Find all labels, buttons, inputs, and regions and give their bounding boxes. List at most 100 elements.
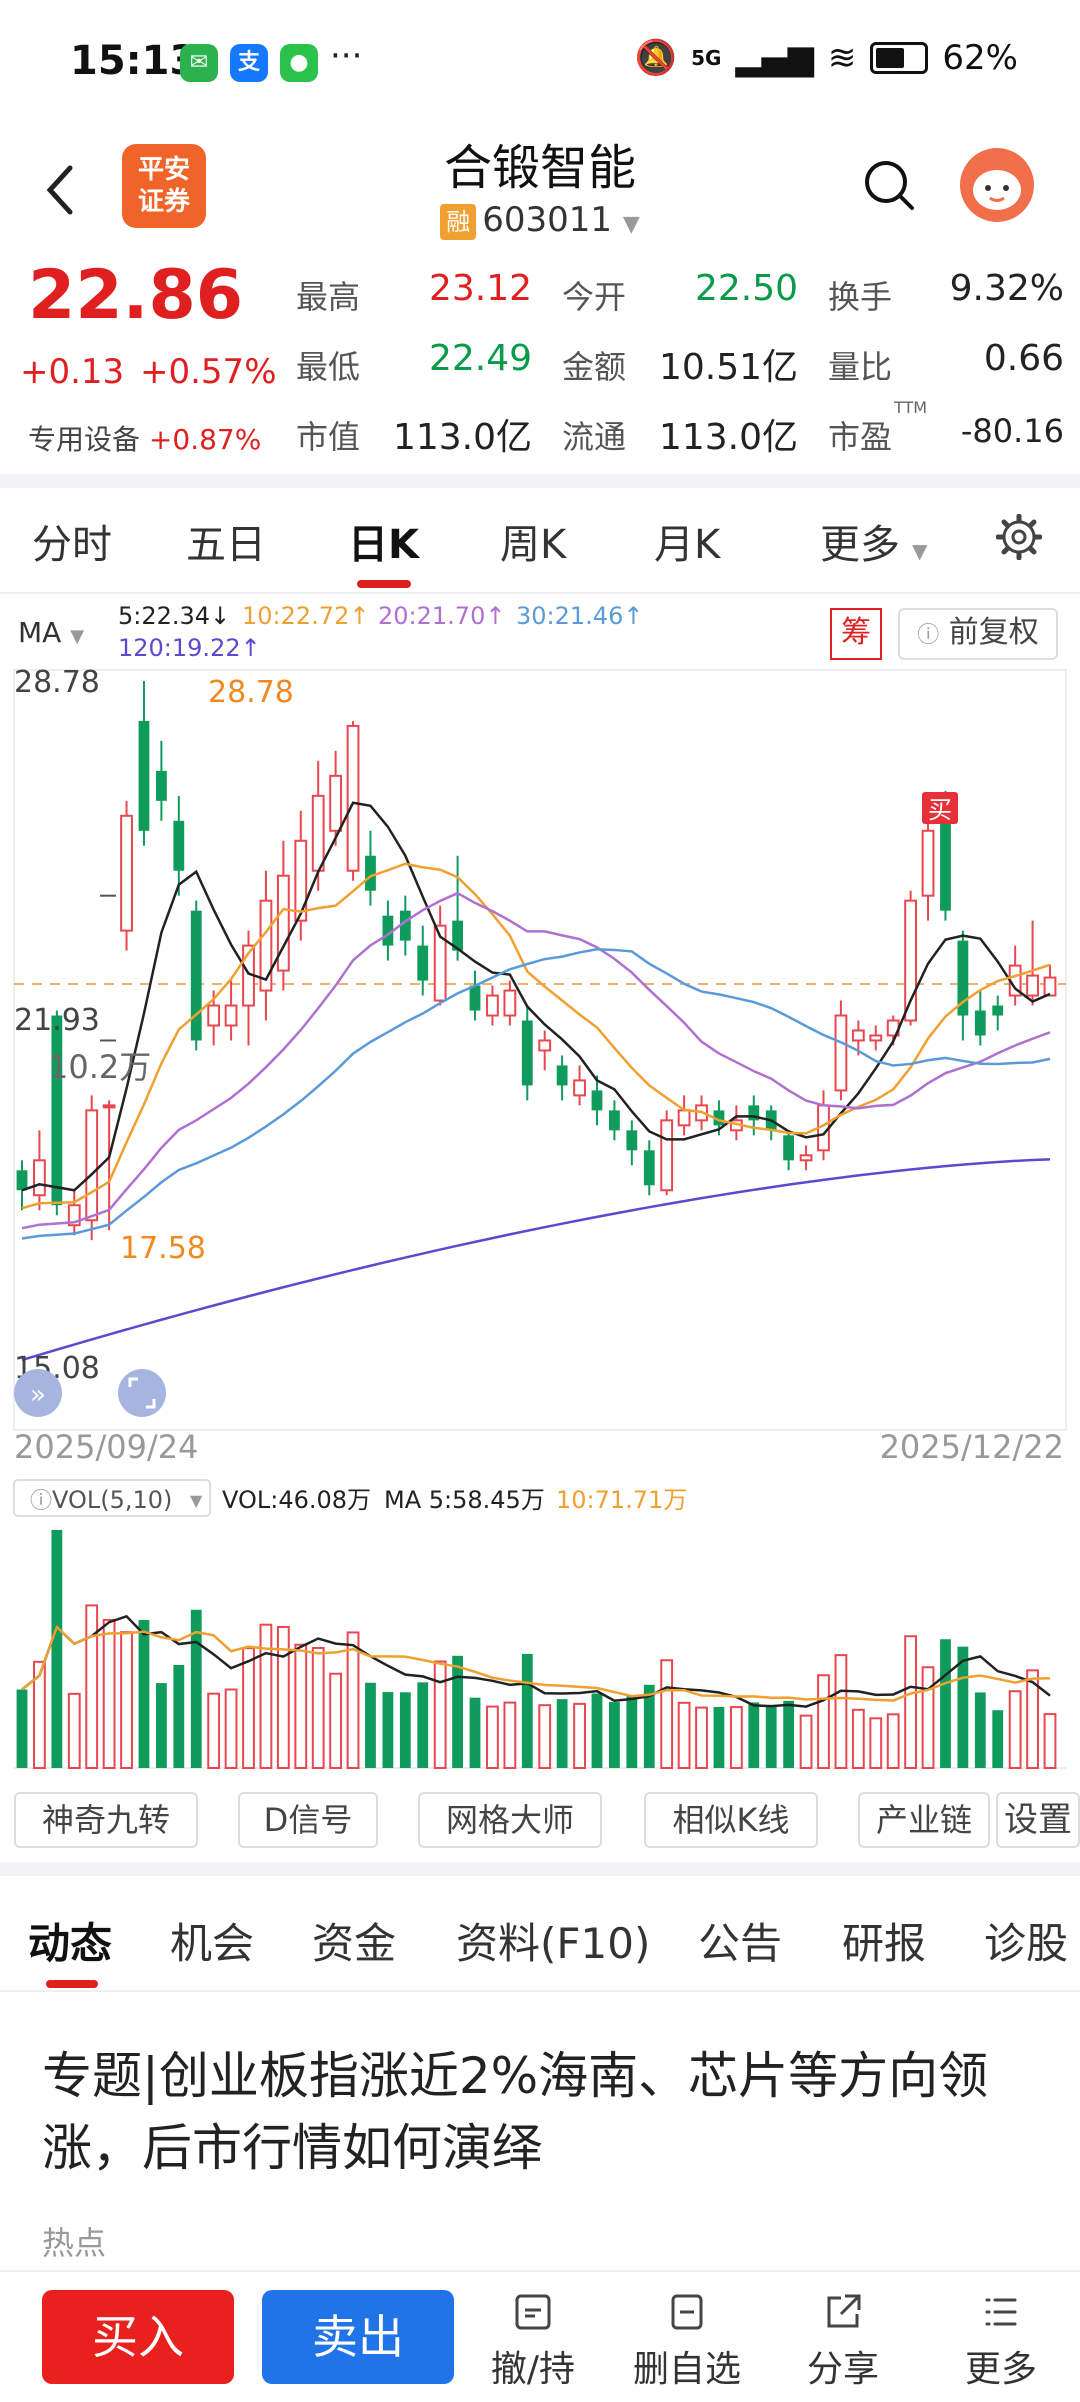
tab-monthly-k[interactable]: 月K <box>654 522 721 568</box>
back-button[interactable] <box>42 160 82 220</box>
volume-bar <box>85 1604 99 1769</box>
news-tab-announcements[interactable]: 公告 <box>698 1919 783 1968</box>
volume-bar <box>957 1646 969 1768</box>
tab-intraday[interactable]: 分时 <box>32 522 112 568</box>
stock-code-selector[interactable]: 融 603011 ▼ <box>0 200 1080 240</box>
sell-button[interactable]: 卖出 <box>262 2290 454 2384</box>
volume-bar <box>713 1706 725 1768</box>
price-chart-frame <box>13 669 1067 1431</box>
volume-bar <box>382 1692 394 1768</box>
ma5-value: 5:22.34↓ <box>118 602 231 630</box>
volume-bar <box>609 1702 620 1768</box>
volume-bar <box>190 1609 202 1768</box>
candle <box>713 1110 725 1126</box>
chevron-down-icon: ▼ <box>70 626 85 647</box>
collapse-panel-button[interactable]: » <box>14 1369 62 1417</box>
ma5-line <box>21 801 1051 1192</box>
broker-logo-line2: 证券 <box>137 187 190 217</box>
quote-label-volume-ratio: 量比 <box>828 348 893 386</box>
candle <box>851 1029 865 1042</box>
tab-weekly-k[interactable]: 周K <box>500 522 567 568</box>
ma20-line <box>21 891 1051 1230</box>
share-button[interactable]: 分享 <box>768 2290 918 2392</box>
news-tab-dynamics[interactable]: 动态 <box>28 1919 113 1968</box>
buy-button[interactable]: 买入 <box>42 2290 234 2384</box>
news-tab-diagnosis[interactable]: 诊股 <box>984 1919 1069 1968</box>
fullscreen-button[interactable] <box>118 1369 166 1417</box>
kline-chart[interactable]: 28.78 21.93 15.08 28.78 17.58 2025/09/24… <box>0 660 1080 1770</box>
high-price-annotation: 28.78 <box>208 675 294 710</box>
share-icon <box>827 2294 861 2328</box>
chip-distribution-button[interactable]: 筹 <box>830 608 882 660</box>
quote-label-pe: 市盈 <box>828 418 893 456</box>
volume-bar <box>834 1654 848 1770</box>
candle <box>591 1090 603 1111</box>
tool-grid-master[interactable]: 网格大师 <box>418 1792 602 1848</box>
news-tab-funds[interactable]: 资金 <box>312 1919 397 1968</box>
broker-logo[interactable]: 平安 证券 <box>122 144 206 228</box>
ma20-value: 20:21.70↑ <box>378 602 506 630</box>
quote-label-amount: 金额 <box>562 348 627 386</box>
volume-bar <box>921 1666 935 1769</box>
broker-logo-line1: 平安 <box>137 155 190 185</box>
candle <box>799 1154 813 1162</box>
volume-bar <box>452 1655 463 1768</box>
volume-bar <box>311 1646 325 1770</box>
status-right: 🔕 5G ▂▄▆ ≋ 62% <box>635 38 1018 78</box>
news-headline[interactable]: 专题|创业板指涨近2%海南、芯片等方向领涨，后市行情如何演绎 <box>42 2047 989 2177</box>
tool-industry-chain[interactable]: 产业链 <box>858 1792 990 1848</box>
candle <box>626 1130 638 1151</box>
quote-value-turnover: 9.32% <box>949 268 1064 309</box>
tab-more[interactable]: 更多 ▼ <box>820 512 927 570</box>
date-start-label: 2025/09/24 <box>14 1428 198 1466</box>
chevron-down-icon: ▼ <box>190 1491 203 1510</box>
news-tabs-divider <box>0 1990 1080 1992</box>
news-tab-opportunity[interactable]: 机会 <box>170 1919 255 1968</box>
news-tab-f10[interactable]: 资料(F10) <box>456 1919 651 1968</box>
remove-watchlist-button[interactable]: 删自选 <box>612 2290 762 2392</box>
section-divider <box>0 474 1080 488</box>
status-bar: 15:13 ✉ 支 ● ··· 🔕 5G ▂▄▆ ≋ 62% <box>0 0 1080 120</box>
ma-selector[interactable]: MA ▼ <box>18 616 84 649</box>
tool-d-signal[interactable]: D信号 <box>238 1792 378 1848</box>
candle <box>660 1119 674 1192</box>
gear-icon[interactable] <box>996 514 1042 560</box>
more-button[interactable]: 更多 <box>926 2290 1076 2392</box>
volume-bar <box>1008 1690 1022 1770</box>
assistant-avatar[interactable] <box>960 148 1034 222</box>
candle <box>399 910 411 941</box>
sector-info[interactable]: 专用设备 +0.87% <box>28 418 261 458</box>
quote-label-market-cap: 市值 <box>296 418 361 456</box>
tab-more-label: 更多 <box>820 522 900 568</box>
volume-bar <box>294 1643 308 1769</box>
wechat-icon: ✉ <box>180 44 218 82</box>
candle <box>869 1034 883 1042</box>
active-tab-indicator <box>357 580 411 588</box>
volume-bar <box>626 1696 638 1768</box>
tab-daily-k[interactable]: 日K <box>348 522 419 568</box>
candle <box>921 829 935 897</box>
candle <box>904 899 918 1022</box>
volume-bar <box>521 1653 533 1768</box>
info-icon: ⓘ <box>30 1489 52 1514</box>
buy-signal-marker[interactable]: 买 <box>922 792 958 824</box>
volume-bar <box>469 1697 481 1768</box>
candle <box>452 920 463 951</box>
cancel-hold-button[interactable]: 撤/持 <box>458 2290 608 2392</box>
search-icon[interactable] <box>862 158 918 214</box>
adjust-mode-button[interactable]: ⓘ 前复权 <box>898 608 1058 660</box>
tab-five-day[interactable]: 五日 <box>186 522 266 568</box>
volume-selector-box[interactable] <box>13 1479 211 1517</box>
volume-bar <box>974 1692 986 1768</box>
tool-settings[interactable]: 设置 <box>996 1792 1080 1848</box>
candle <box>294 839 308 922</box>
vol-axis-label: 10.2万 <box>48 1048 151 1086</box>
news-tab-research[interactable]: 研报 <box>842 1919 927 1968</box>
candle <box>748 1105 760 1121</box>
candle <box>16 1170 28 1191</box>
volume-bar <box>538 1704 552 1769</box>
quote-value-amount: 10.51亿 <box>658 347 798 388</box>
tool-magic-nine[interactable]: 神奇九转 <box>14 1792 198 1848</box>
quote-value-market-cap: 113.0亿 <box>392 417 532 458</box>
tool-similar-kline[interactable]: 相似K线 <box>644 1792 818 1848</box>
